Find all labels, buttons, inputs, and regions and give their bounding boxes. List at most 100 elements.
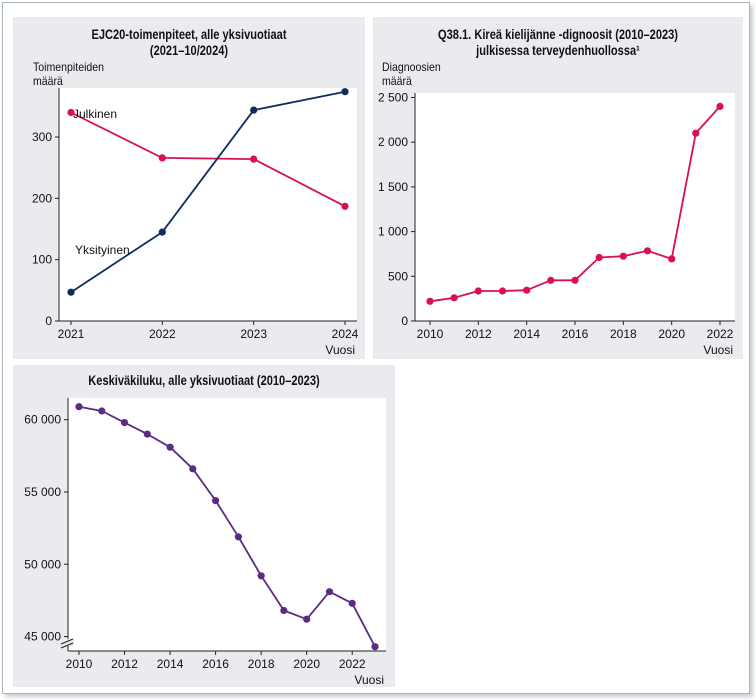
diagnoses-series-diagnoses-point xyxy=(716,102,724,110)
diagnoses-xtick-label: 2010 xyxy=(417,327,444,341)
population-series-population-point xyxy=(75,403,83,411)
diagnoses-series-diagnoses-point xyxy=(474,287,482,295)
diagnoses-series-diagnoses-point xyxy=(668,255,676,263)
procedures-title-line-1: EJC20-toimenpiteet, alle yksivuotiaat xyxy=(91,27,287,42)
diagnoses-xtick-label: 2022 xyxy=(707,327,734,341)
diagnoses-series-diagnoses-point xyxy=(595,253,603,262)
population-xtick-label: 2010 xyxy=(66,657,93,671)
diagnoses-chart: 0 500 1 000 1 500 2 000 2 500 2010 2012 2014 2016… xyxy=(378,90,735,357)
procedures-xtick-label: 2023 xyxy=(240,327,267,341)
diagnoses-ylabel-line-1: Diagnoosien xyxy=(382,60,441,74)
diagnoses-ylabel-line-2: määrä xyxy=(382,74,412,88)
population-series-population-point xyxy=(348,599,356,607)
population-series-population-line xyxy=(78,405,376,648)
diagnoses-series-diagnoses-point xyxy=(547,276,555,284)
diagnoses-title: Q38.1. Kireä kielijänne -dignoosit (2010… xyxy=(406,27,709,59)
procedures-ytick-label: 0 xyxy=(45,314,52,328)
population-plot-area xyxy=(68,398,386,651)
population-title: Keskiväkiluku, alle yksivuotiaat (2010–2… xyxy=(47,373,360,389)
diagnoses-ytick-label: 2 500 xyxy=(378,90,408,104)
procedures-ylabel-line-1: Toimenpiteiden xyxy=(33,60,105,74)
procedures-xtick-label: 2024 xyxy=(332,327,359,341)
procedures-ytick-label: 100 xyxy=(32,253,52,267)
procedures-series-private-line xyxy=(70,90,346,293)
procedures-series-private-point xyxy=(250,106,258,114)
diagnoses-series-diagnoses-point xyxy=(426,297,434,305)
population-axis-break-mark xyxy=(60,638,74,645)
diagnoses-plot-area xyxy=(415,93,735,321)
diagnoses-xtick-label: 2012 xyxy=(465,327,492,341)
procedures-chart: 0 100 200 300 2021 2022 2023 2024 Vuosi Julkinen Y… xyxy=(32,88,359,357)
procedures-series-public-point xyxy=(67,108,75,117)
procedures-series-private-point xyxy=(341,88,349,96)
population-xtick-label: 2016 xyxy=(202,657,229,671)
diagnoses-panel: Q38.1. Kireä kielijänne -dignoosit (2010… xyxy=(373,17,743,359)
procedures-xlabel: Vuosi xyxy=(325,343,355,357)
diagnoses-xtick-label: 2018 xyxy=(610,327,637,341)
procedures-xtick-label: 2022 xyxy=(149,327,176,341)
procedures-ytick-label: 200 xyxy=(32,191,52,205)
procedures-panel: EJC20-toimenpiteet, alle yksivuotiaat (2… xyxy=(13,17,365,359)
diagnoses-series-diagnoses-point xyxy=(450,294,458,302)
population-series-population-point xyxy=(189,465,197,473)
population-series-population-point xyxy=(212,497,220,505)
population-xtick-label: 2018 xyxy=(248,657,275,671)
diagnoses-ylabel: Diagnoosien määrä xyxy=(382,60,441,88)
procedures-series-public-point xyxy=(250,155,258,163)
procedures-plot-area xyxy=(59,88,357,321)
procedures-xtick-label: 2021 xyxy=(58,327,85,341)
population-axis-break-mark xyxy=(60,642,74,649)
series-label-julkinen: Julkinen xyxy=(73,107,117,121)
diagnoses-series-diagnoses-point xyxy=(498,287,507,295)
procedures-ytick-label: 300 xyxy=(32,130,52,144)
diagnoses-xlabel: Vuosi xyxy=(703,343,733,357)
population-series-population-point xyxy=(280,606,288,615)
diagnoses-ytick-label: 2 000 xyxy=(378,135,408,149)
population-ytick-label: 50 000 xyxy=(24,557,61,571)
population-series-population-point xyxy=(143,430,151,438)
diagnoses-xtick-label: 2020 xyxy=(658,327,685,341)
diagnoses-series-diagnoses-point xyxy=(571,276,579,284)
population-chart: 45 000 50 000 55 000 60 000 2010 2012 2014 2016… xyxy=(24,398,386,687)
diagnoses-title-line-2: julkisessa terveydenhuollossa¹ xyxy=(476,43,640,58)
population-xtick-label: 2020 xyxy=(293,657,320,671)
population-ytick-label: 55 000 xyxy=(24,485,61,499)
procedures-title: EJC20-toimenpiteet, alle yksivuotiaat (2… xyxy=(45,27,334,59)
population-xtick-label: 2022 xyxy=(339,657,366,671)
population-series-population-point xyxy=(325,588,334,596)
procedures-title-line-2: (2021–10/2024) xyxy=(149,43,229,58)
procedures-series-public-line xyxy=(70,111,346,208)
procedures-series-public-point xyxy=(158,154,166,162)
population-title-line-1: Keskiväkiluku, alle yksivuotiaat (2010–2… xyxy=(88,373,320,388)
population-ytick-label: 60 000 xyxy=(24,413,61,427)
diagnoses-series-diagnoses-point xyxy=(619,252,627,260)
diagnoses-series-diagnoses-point xyxy=(692,129,700,137)
procedures-ylabel: Toimenpiteiden määrä xyxy=(33,60,104,88)
procedures-series-private-point xyxy=(158,228,166,236)
population-series-population-point xyxy=(303,615,311,623)
population-xtick-label: 2014 xyxy=(157,657,184,671)
series-label-yksityinen: Yksityinen xyxy=(75,243,130,257)
procedures-series-private-point xyxy=(67,288,75,296)
population-ytick-label: 45 000 xyxy=(24,630,61,644)
procedures-ylabel-line-2: määrä xyxy=(33,74,63,88)
diagnoses-title-line-1: Q38.1. Kireä kielijänne -dignoosit (2010… xyxy=(438,27,678,42)
population-panel: Keskiväkiluku, alle yksivuotiaat (2010–2… xyxy=(13,365,395,687)
diagnoses-series-diagnoses-point xyxy=(523,286,531,294)
population-xtick-label: 2012 xyxy=(111,657,138,671)
diagnoses-xtick-label: 2014 xyxy=(513,327,540,341)
population-axis-break-gap xyxy=(62,639,74,646)
diagnoses-series-diagnoses-point xyxy=(643,247,652,255)
diagnoses-ytick-label: 1 500 xyxy=(378,180,408,194)
population-series-population-point xyxy=(371,643,379,651)
diagnoses-ytick-label: 500 xyxy=(388,269,408,283)
diagnoses-ytick-label: 0 xyxy=(401,314,408,328)
population-series-population-point xyxy=(234,533,242,541)
population-series-population-point xyxy=(257,572,265,580)
population-series-population-point xyxy=(166,443,174,451)
population-series-population-point xyxy=(98,407,106,415)
diagnoses-ytick-label: 1 000 xyxy=(378,225,408,239)
population-series-population-point xyxy=(120,419,129,427)
procedures-series-public-point xyxy=(341,202,349,210)
diagnoses-xtick-label: 2016 xyxy=(562,327,589,341)
